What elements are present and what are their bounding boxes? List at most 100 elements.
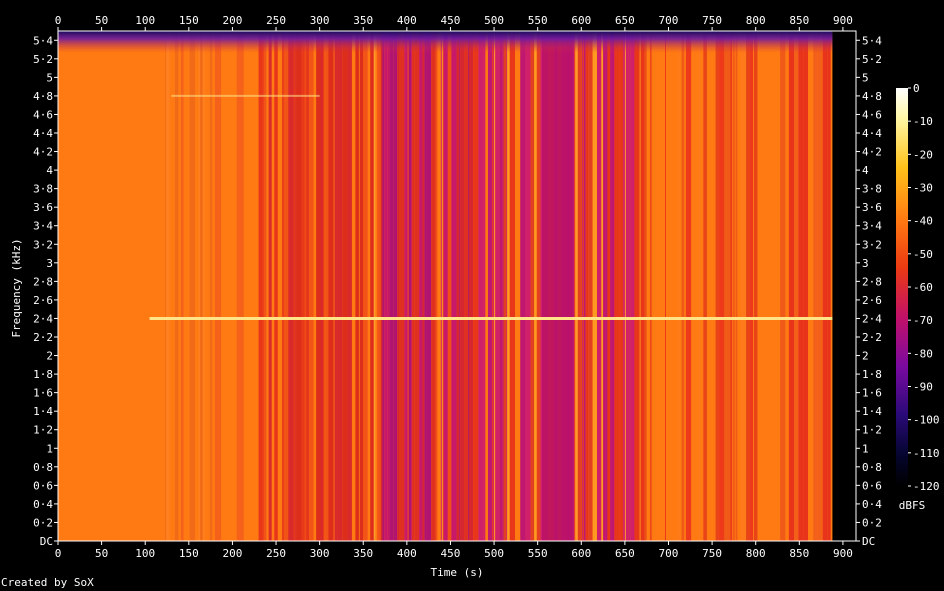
stripe [389,31,394,541]
stripe [719,31,725,541]
stripe [817,31,822,541]
stripe [293,31,296,541]
stripe [630,31,635,541]
stripe [269,31,272,541]
colorbar-tick-label: -90 [913,381,933,394]
credit-text: Created by SoX [1,576,94,589]
stripe-bright [575,31,578,541]
y-tick-label: 5·2 [862,53,882,66]
region-empty [832,31,856,541]
stripe [359,31,364,541]
x-axis-top: 0 50 100 150 200 250 300 350 400 450 500 550 600 650 7… [55,14,853,31]
stripe-bright [441,31,443,541]
stripe [617,31,620,541]
stripe [753,31,755,541]
x-tick-label: 400 [397,14,417,27]
stripe [607,31,611,541]
colorbar-tick-label: -110 [913,447,940,460]
stripe [703,31,707,541]
stripe [596,31,602,541]
stripe [780,31,786,541]
x-tick-label: 450 [441,547,461,560]
y-tick-label: 1·2 [862,424,882,437]
stripe [464,31,468,541]
x-tick-label: 0 [55,547,62,560]
stripe [733,31,735,541]
y-tick-label: 5·4 [33,34,53,47]
x-tick-label: 450 [441,14,461,27]
stripe [651,31,653,541]
stripe [730,31,733,541]
x-tick-label: 850 [789,547,809,560]
x-tick-label: 500 [484,547,504,560]
y-tick-label: 5 [862,71,869,84]
stripe [355,31,359,541]
y-tick-label: 2·4 [862,312,882,325]
y-tick-label: 1·8 [33,368,53,381]
stripe [467,31,469,541]
stripe [442,31,444,541]
stripe [262,31,264,541]
x-tick-label: 100 [135,547,155,560]
y-tick-label: 2·6 [862,294,882,307]
x-tick-label: 350 [353,14,373,27]
x-tick-label: 250 [266,14,286,27]
stripe [581,31,583,541]
y-tick-label: 4 [46,164,53,177]
colorbar-tick-label: -40 [913,215,933,228]
stripe [614,31,618,541]
stripe [370,31,375,541]
stripe [499,31,503,541]
x-tick-label: 750 [702,547,722,560]
colorbar-tick-label: -60 [913,281,933,294]
stripe [414,31,420,541]
y-tick-label: 3·4 [33,220,53,233]
stripe [468,31,474,541]
stripe [582,31,584,541]
x-tick-label: 700 [659,14,679,27]
x-tick-label: 750 [702,14,722,27]
stripe [363,31,368,541]
stripe [509,31,515,541]
y-tick-label: 4·2 [33,146,53,159]
stripe [726,31,730,541]
stripe [412,31,415,541]
stripe [525,31,531,541]
x-tick-label: 250 [266,547,286,560]
stripe [387,31,390,541]
y-axis-label: Frequency (kHz) [10,238,23,337]
stripe [724,31,727,541]
stripe [665,31,667,541]
y-tick-label: 0·4 [33,498,53,511]
stripe [803,31,809,541]
stripe [263,31,267,541]
y-tick-label: 3·4 [862,220,882,233]
x-tick-label: 550 [528,547,548,560]
stripe [788,31,795,541]
stripe [407,31,409,541]
colorbar-tick-label: -10 [913,115,933,128]
x-tick-label: 600 [571,14,591,27]
stripe [583,31,585,541]
stripe [424,31,427,541]
stripe [295,31,297,541]
stripe [435,31,438,541]
x-tick-label: 150 [179,547,199,560]
y-axis-right: DC 0·2 0·4 0·6 0·8 1 1·2 1·4 1·6 1·8 2 2·2 2·4 2·6 2·8… [856,34,882,548]
stripe [729,31,731,541]
stripe [303,31,305,541]
rolloff-band [58,31,833,53]
stripe [180,31,184,541]
stripe [639,31,641,541]
stripe [397,31,400,541]
stripe [460,31,465,541]
stripe [576,31,582,541]
colorbar-tick-label: -30 [913,182,933,195]
stripe [456,31,460,541]
stripe [296,31,302,541]
stripe [320,31,324,541]
stripe [610,31,615,541]
stripe [492,31,494,541]
y-tick-label: 1·6 [33,387,53,400]
stripe [735,31,738,541]
